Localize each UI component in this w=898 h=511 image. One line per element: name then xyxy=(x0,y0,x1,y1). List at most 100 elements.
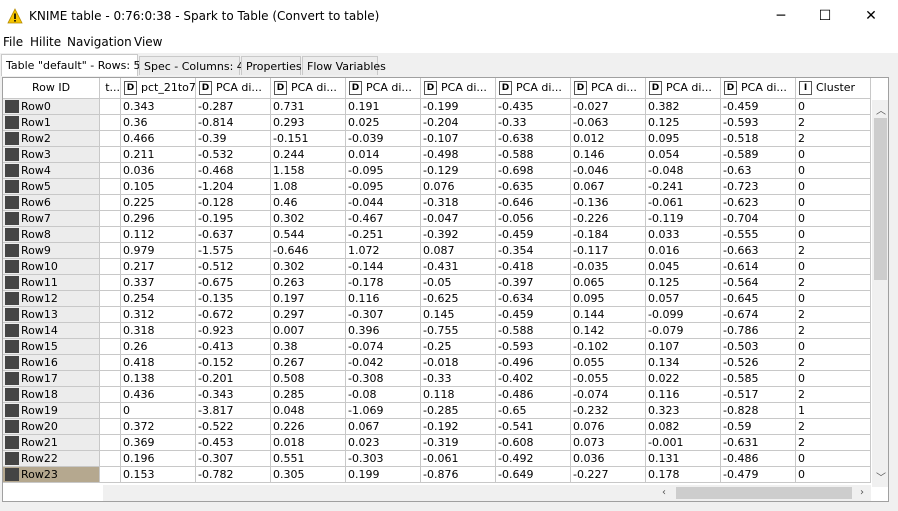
column-header[interactable]: D PCA di... xyxy=(346,78,421,98)
row-id-cell[interactable]: Row15 xyxy=(3,339,100,355)
table-row[interactable]: Row2 0.466 -0.39 -0.151 -0.039 -0.107 -0.638 0.… xyxy=(3,131,871,147)
table-cell[interactable]: 0.372 xyxy=(121,419,196,435)
table-cell[interactable]: -0.232 xyxy=(571,403,646,419)
table-cell[interactable]: -0.588 xyxy=(496,323,571,339)
row-id-cell[interactable]: Row17 xyxy=(3,371,100,387)
table-cell[interactable]: 0 xyxy=(796,147,871,163)
table-cell[interactable]: 0.118 xyxy=(421,387,496,403)
tab-properties[interactable]: Properties xyxy=(241,56,302,75)
table-cell[interactable]: 0.38 xyxy=(271,339,346,355)
row-id-cell[interactable]: Row10 xyxy=(3,259,100,275)
table-cell[interactable]: -0.638 xyxy=(496,131,571,147)
table-cell[interactable]: -0.614 xyxy=(721,259,796,275)
table-cell[interactable]: 0 xyxy=(796,227,871,243)
table-cell[interactable]: -0.042 xyxy=(346,355,421,371)
table-row[interactable]: Row16 0.418 -0.152 0.267 -0.042 -0.018 -0.496 0… xyxy=(3,355,871,371)
scroll-up-icon[interactable]: ︿ xyxy=(876,106,886,117)
table-cell[interactable]: 0.297 xyxy=(271,307,346,323)
table-cell[interactable]: -0.585 xyxy=(721,371,796,387)
table-cell[interactable]: -0.095 xyxy=(346,179,421,195)
table-cell[interactable]: -0.287 xyxy=(196,99,271,115)
table-cell[interactable] xyxy=(100,243,121,259)
row-id-cell[interactable]: Row11 xyxy=(3,275,100,291)
table-cell[interactable]: -0.056 xyxy=(496,211,571,227)
table-cell[interactable]: 0.302 xyxy=(271,211,346,227)
table-cell[interactable]: 0.263 xyxy=(271,275,346,291)
column-header[interactable]: t... xyxy=(100,78,121,98)
row-id-cell[interactable]: Row5 xyxy=(3,179,100,195)
table-cell[interactable]: -0.192 xyxy=(421,419,496,435)
table-cell[interactable]: -0.63 xyxy=(721,163,796,179)
table-row[interactable]: Row0 0.343 -0.287 0.731 0.191 -0.199 -0.435 -0.… xyxy=(3,99,871,115)
table-cell[interactable]: -0.646 xyxy=(271,243,346,259)
table-cell[interactable]: 0.369 xyxy=(121,435,196,451)
table-cell[interactable]: 2 xyxy=(796,355,871,371)
table-cell[interactable]: -0.226 xyxy=(571,211,646,227)
table-cell[interactable]: -0.319 xyxy=(421,435,496,451)
table-cell[interactable]: -0.704 xyxy=(721,211,796,227)
table-cell[interactable]: -0.65 xyxy=(496,403,571,419)
table-cell[interactable]: 0 xyxy=(796,259,871,275)
table-row[interactable]: Row10 0.217 -0.512 0.302 -0.144 -0.431 -0.418-… xyxy=(3,259,871,275)
row-id-cell[interactable]: Row3 xyxy=(3,147,100,163)
table-cell[interactable]: 0.095 xyxy=(646,131,721,147)
table-cell[interactable]: 0.018 xyxy=(271,435,346,451)
table-cell[interactable]: 0.138 xyxy=(121,371,196,387)
table-cell[interactable]: 0.343 xyxy=(121,99,196,115)
table-cell[interactable]: -0.204 xyxy=(421,115,496,131)
table-cell[interactable]: -0.418 xyxy=(496,259,571,275)
table-cell[interactable]: -0.645 xyxy=(721,291,796,307)
table-row[interactable]: Row20 0.372 -0.522 0.226 0.067 -0.192 -0.541 0.… xyxy=(3,419,871,435)
table-cell[interactable]: -0.227 xyxy=(571,467,646,483)
table-cell[interactable] xyxy=(100,323,121,339)
table-cell[interactable]: -0.634 xyxy=(496,291,571,307)
column-header[interactable]: D PCA di... xyxy=(721,78,796,98)
table-cell[interactable] xyxy=(100,99,121,115)
table-cell[interactable]: 0.46 xyxy=(271,195,346,211)
scroll-left-icon[interactable]: ‹ xyxy=(662,487,666,498)
table-cell[interactable]: -0.555 xyxy=(721,227,796,243)
table-cell[interactable]: 0 xyxy=(796,339,871,355)
table-cell[interactable]: 0.076 xyxy=(571,419,646,435)
table-cell[interactable]: 0 xyxy=(796,211,871,227)
table-cell[interactable]: 0.144 xyxy=(571,307,646,323)
table-cell[interactable]: -0.755 xyxy=(421,323,496,339)
row-id-cell[interactable]: Row23 xyxy=(3,467,100,483)
table-cell[interactable]: -0.199 xyxy=(421,99,496,115)
table-cell[interactable] xyxy=(100,211,121,227)
table-cell[interactable]: 0.073 xyxy=(571,435,646,451)
table-cell[interactable]: -0.635 xyxy=(496,179,571,195)
table-cell[interactable]: 0 xyxy=(796,179,871,195)
table-cell[interactable]: -0.05 xyxy=(421,275,496,291)
table-cell[interactable]: -0.435 xyxy=(496,99,571,115)
table-row[interactable]: Row4 0.036 -0.468 1.158 -0.095 -0.129 -0.698 -0… xyxy=(3,163,871,179)
column-header[interactable]: D PCA di... xyxy=(196,78,271,98)
row-id-cell[interactable]: Row4 xyxy=(3,163,100,179)
table-cell[interactable]: 0.36 xyxy=(121,115,196,131)
table-cell[interactable]: -0.453 xyxy=(196,435,271,451)
row-id-cell[interactable]: Row16 xyxy=(3,355,100,371)
table-cell[interactable]: 0 xyxy=(121,403,196,419)
table-cell[interactable]: -0.59 xyxy=(721,419,796,435)
table-cell[interactable]: -0.33 xyxy=(421,371,496,387)
table-cell[interactable]: -0.397 xyxy=(496,275,571,291)
table-cell[interactable]: 0.178 xyxy=(646,467,721,483)
table-cell[interactable]: -0.588 xyxy=(496,147,571,163)
table-cell[interactable]: -0.608 xyxy=(496,435,571,451)
table-cell[interactable]: -0.151 xyxy=(271,131,346,147)
table-cell[interactable]: 0.142 xyxy=(571,323,646,339)
table-cell[interactable]: 1.072 xyxy=(346,243,421,259)
table-cell[interactable]: -0.095 xyxy=(346,163,421,179)
table-cell[interactable]: -0.698 xyxy=(496,163,571,179)
table-cell[interactable]: -0.392 xyxy=(421,227,496,243)
table-cell[interactable]: 0.267 xyxy=(271,355,346,371)
table-cell[interactable]: -0.035 xyxy=(571,259,646,275)
table-cell[interactable]: 0.551 xyxy=(271,451,346,467)
table-cell[interactable]: 1 xyxy=(796,403,871,419)
horizontal-scroll-thumb[interactable] xyxy=(676,487,852,499)
table-cell[interactable]: 0 xyxy=(796,99,871,115)
table-cell[interactable]: -0.079 xyxy=(646,323,721,339)
table-cell[interactable]: -0.646 xyxy=(496,195,571,211)
table-cell[interactable]: -0.413 xyxy=(196,339,271,355)
row-id-cell[interactable]: Row18 xyxy=(3,387,100,403)
